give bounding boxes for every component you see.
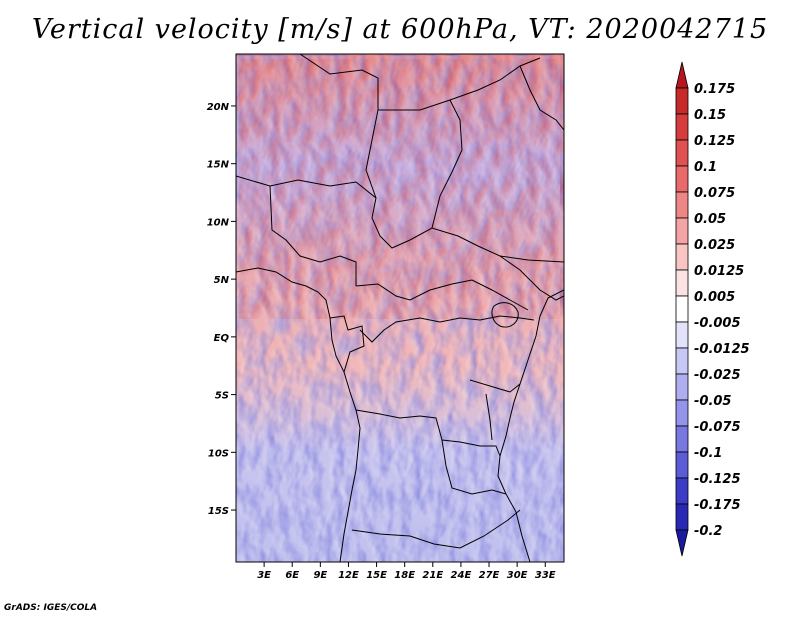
chart-title: Vertical velocity [m/s] at 600hPa, VT: 2…: [31, 14, 769, 45]
border-tanzania: [469, 379, 521, 393]
lon-tick-label: 9E: [313, 570, 327, 581]
colorbar-level-label: -0.025: [694, 368, 741, 383]
border-sudan: [431, 99, 463, 229]
country-borders: [236, 54, 564, 562]
lon-tick-label: 30E: [507, 570, 528, 581]
lat-tick-label: 10S: [208, 448, 229, 459]
colorbar-bin: [675, 165, 689, 193]
colorbar-level-label: 0.1: [694, 160, 717, 175]
colorbar-level-label: 0.005: [694, 290, 735, 305]
lon-tick-label: 6E: [285, 570, 299, 581]
map-panel: [236, 54, 564, 562]
coastline-west-africa: [236, 267, 361, 562]
border-north-1: [236, 175, 564, 263]
lat-tick-label: EQ: [214, 333, 230, 344]
grads-credit: GrADS: IGES/COLA: [4, 603, 98, 613]
border-car: [355, 279, 529, 311]
border-drc: [359, 315, 535, 343]
colorbar-bin: [675, 191, 689, 219]
lat-tick-label: 10N: [207, 217, 230, 228]
colorbar-level-label: -0.125: [694, 472, 741, 487]
colorbar-bin: [675, 139, 689, 167]
colorbar-level-label: 0.075: [694, 186, 735, 201]
lat-tick-label: 15S: [208, 506, 229, 517]
colorbar-bin: [675, 399, 689, 427]
colorbar-level-label: 0.05: [694, 212, 726, 227]
colorbar-bin: [675, 295, 689, 323]
colorbar-level-label: -0.075: [694, 420, 741, 435]
lake-tanganyika: [485, 393, 493, 441]
lon-tick-label: 27E: [479, 570, 500, 581]
colorbar-level-label: -0.05: [694, 394, 731, 409]
border-horn: [499, 255, 564, 301]
colorbar-level-label: -0.2: [694, 524, 722, 539]
colorbar-bin: [675, 217, 689, 245]
colorbar-bin: [675, 425, 689, 453]
colorbar-bin: [675, 87, 689, 115]
colorbar-level-label: 0.125: [694, 134, 735, 149]
colorbar-bin: [675, 321, 689, 349]
colorbar-bin: [675, 373, 689, 401]
field-white-noise: [236, 56, 560, 562]
coastline-east-africa: [497, 289, 564, 562]
colorbar-level-label: 0.0125: [694, 264, 744, 279]
border-south: [351, 509, 521, 549]
lon-tick-label: 24E: [451, 570, 472, 581]
colorbar-level-label: -0.1: [694, 446, 722, 461]
colorbar-bin: [675, 347, 689, 375]
colorbar-level-label: -0.175: [694, 498, 741, 513]
border-gabon: [329, 315, 365, 373]
colorbar-level-label: -0.0125: [694, 342, 750, 357]
lon-tick-label: 12E: [338, 570, 359, 581]
lon-tick-label: 15E: [366, 570, 387, 581]
border-nigeria: [269, 185, 357, 286]
map-frame: [235, 53, 565, 563]
longitude-axis: 3E 6E 9E 12E 15E 18E 21E 24E 27E 30E 33E: [257, 562, 556, 581]
lat-tick-label: 5S: [215, 391, 229, 402]
colorbar-bin: [675, 269, 689, 297]
lake-victoria: [491, 302, 519, 328]
colorbar-bin: [675, 113, 689, 141]
lon-tick-label: 3E: [257, 570, 271, 581]
colorbar-top-triangle: [675, 61, 689, 89]
colorbar-bin: [675, 451, 689, 479]
colorbar-bin: [675, 477, 689, 505]
colorbar-level-label: 0.175: [694, 82, 735, 97]
colorbar-bottom-triangle: [675, 529, 689, 557]
colorbar-level-label: 0.025: [694, 238, 735, 253]
lon-tick-label: 18E: [394, 570, 415, 581]
border-north-2: [299, 54, 379, 199]
lon-tick-label: 33E: [535, 570, 556, 581]
colorbar-level-label: -0.005: [694, 316, 741, 331]
lat-tick-label: 20N: [207, 102, 230, 113]
lon-tick-label: 21E: [422, 570, 443, 581]
border-zambia: [441, 439, 501, 457]
colorbar: 0.175 0.15 0.125 0.1 0.075 0.05 0.025 0.0125 0.0…: [675, 61, 750, 557]
colorbar-bin: [675, 503, 689, 531]
latitude-axis: 20N 15N 10N 5N EQ 5S 10S 15S: [207, 102, 236, 517]
lat-tick-label: 15N: [207, 160, 230, 171]
colorbar-level-label: 0.15: [694, 108, 726, 123]
colorbar-bin: [675, 243, 689, 271]
red-sea-coast: [519, 65, 564, 131]
lat-tick-label: 5N: [214, 275, 230, 286]
